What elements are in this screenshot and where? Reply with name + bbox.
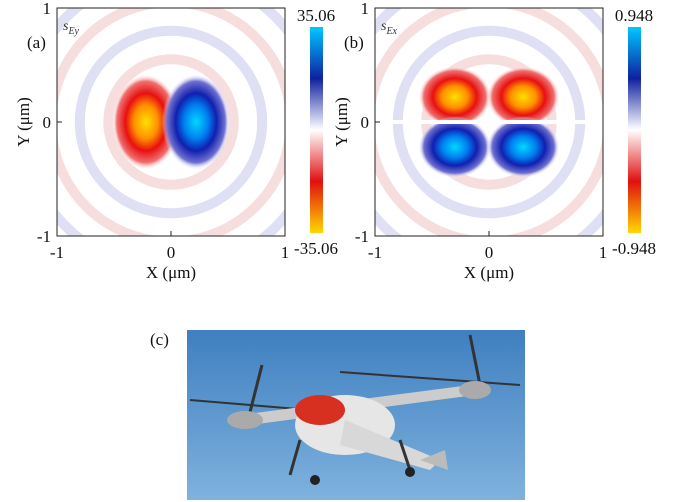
colorbar-min: -35.06: [294, 239, 338, 258]
photo: [187, 330, 525, 500]
x-tick-label: -1: [368, 243, 382, 262]
lobe: [487, 116, 560, 178]
subscript: Ex: [385, 26, 397, 37]
figure: (a)sEy-101-101X (μm)Y (μm)35.06-35.06(b)…: [0, 0, 693, 502]
x-axis-label: X (μm): [146, 263, 196, 282]
colorbar: [310, 27, 323, 233]
colorbar-max: 0.948: [615, 6, 653, 25]
subscript: Ey: [67, 26, 79, 37]
y-tick-label: 1: [361, 0, 370, 18]
y-tick-label: -1: [355, 227, 369, 246]
x-axis-label: X (μm): [464, 263, 514, 282]
y-tick-label: 0: [43, 113, 52, 132]
y-axis-label: Y (μm): [332, 97, 351, 147]
colorbar: [628, 27, 641, 233]
x-tick-label: 0: [167, 243, 176, 262]
node-line: [375, 120, 603, 124]
x-tick-label: 0: [485, 243, 494, 262]
y-tick-label: -1: [37, 227, 51, 246]
y-tick-label: 0: [361, 113, 370, 132]
panel-label: (c): [150, 330, 169, 349]
x-tick-label: 1: [281, 243, 290, 262]
lobe: [162, 74, 230, 170]
colorbar-max: 35.06: [297, 6, 335, 25]
colorbar-min: -0.948: [612, 239, 656, 258]
x-tick-label: -1: [50, 243, 64, 262]
heatmap: [23, 0, 319, 270]
panel-label: (a): [27, 33, 46, 52]
y-tick-label: 1: [43, 0, 52, 18]
lobe: [418, 116, 491, 178]
field: [341, 0, 637, 270]
y-axis-label: Y (μm): [14, 97, 33, 147]
field: [23, 0, 319, 270]
heatmap: [341, 0, 637, 270]
panel-label: (b): [344, 33, 364, 52]
x-tick-label: 1: [599, 243, 608, 262]
